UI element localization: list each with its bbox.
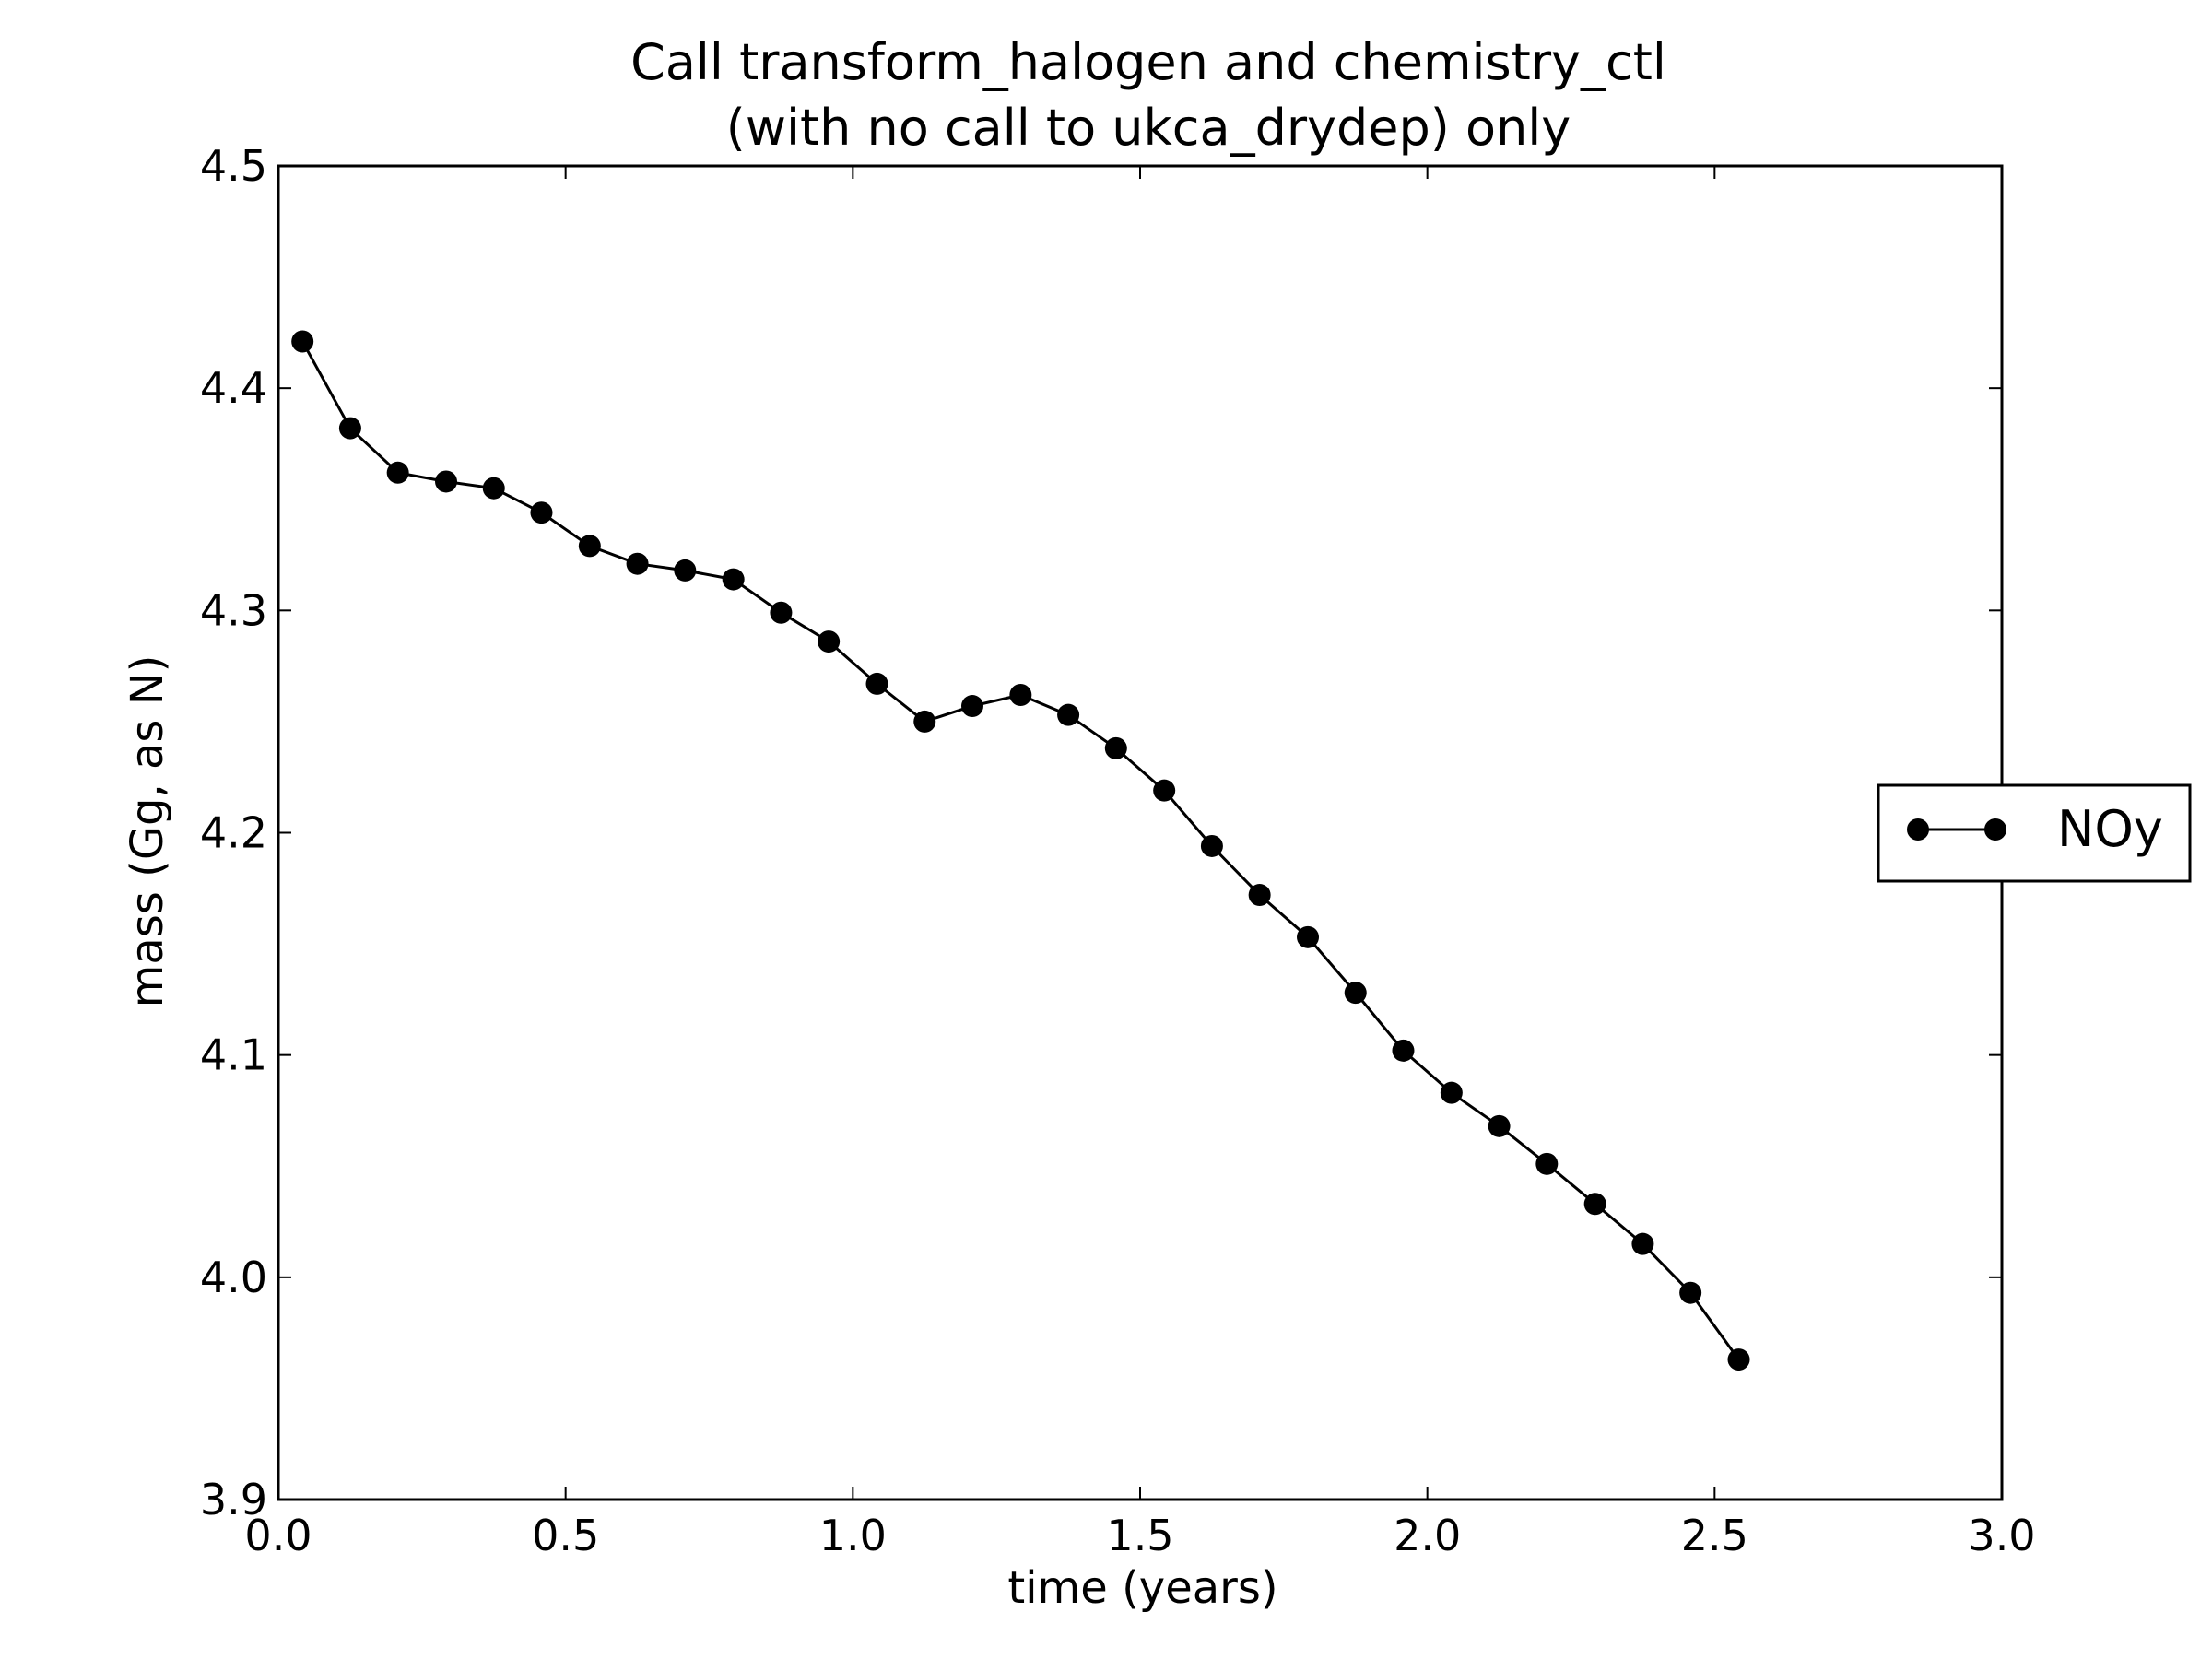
legend-marker [1984, 818, 2006, 841]
chart-title-line-1: Call transform_halogen and chemistry_ctl [630, 33, 1666, 91]
legend-box [1877, 783, 2192, 883]
x-tick-label: 0.5 [532, 1511, 599, 1560]
data-point [1344, 982, 1367, 1005]
x-tick-label: 1.5 [1106, 1511, 1173, 1560]
data-point [1009, 683, 1032, 706]
data-point [1200, 834, 1223, 857]
data-point [770, 601, 793, 624]
data-point [1057, 703, 1080, 726]
data-point [1535, 1152, 1559, 1175]
data-point [960, 695, 983, 718]
y-tick-label: 4.0 [200, 1253, 267, 1302]
data-point [818, 630, 841, 653]
data-point [1488, 1114, 1511, 1137]
data-point [674, 559, 697, 582]
data-point [1583, 1193, 1606, 1216]
legend-marker [1907, 818, 1929, 841]
series-noy [291, 330, 1750, 1371]
data-point [482, 477, 505, 500]
data-point [578, 535, 601, 558]
data-point [386, 461, 409, 484]
data-point [1727, 1348, 1750, 1371]
y-tick-label: 4.4 [200, 363, 267, 413]
data-point [1631, 1232, 1654, 1255]
data-point [1297, 925, 1320, 948]
data-point [1153, 779, 1176, 802]
data-point [1679, 1281, 1702, 1304]
chart-title-line-2: (with no call to ukca_drydep) only [726, 99, 1571, 157]
data-point [913, 710, 936, 733]
x-tick-label: 2.5 [1681, 1511, 1748, 1560]
x-tick-label: 0.0 [244, 1511, 312, 1560]
data-point [1248, 884, 1271, 907]
legend: NOy [1877, 783, 2192, 883]
data-point [291, 330, 314, 353]
x-tick-label: 1.0 [819, 1511, 887, 1560]
data-point [626, 552, 649, 575]
y-tick-label: 4.5 [200, 141, 267, 191]
data-point [722, 568, 745, 591]
x-tick-label: 2.0 [1394, 1511, 1461, 1560]
legend-label-noy: NOy [2057, 800, 2163, 858]
data-point [530, 501, 553, 524]
data-point [338, 417, 361, 440]
x-tick-label: 3.0 [1968, 1511, 2035, 1560]
y-tick-label: 4.2 [200, 808, 267, 858]
y-tick-label: 3.9 [200, 1475, 267, 1524]
data-point [1440, 1081, 1463, 1104]
x-axis-label: time (years) [1007, 1562, 1277, 1614]
data-point [435, 470, 458, 493]
data-point [1104, 736, 1127, 759]
axis-tick-labels: 0.0 0.5 1.0 1.5 2.0 2.5 3.0 3.9 4.0 4.1 4.2 4.3 4.4 4… [200, 141, 2036, 1560]
y-tick-label: 4.3 [200, 585, 267, 635]
y-axis-label: mass (Gg, as N) [122, 655, 173, 1008]
data-point [865, 672, 888, 695]
data-point [1392, 1039, 1415, 1062]
y-tick-label: 4.1 [200, 1030, 267, 1080]
